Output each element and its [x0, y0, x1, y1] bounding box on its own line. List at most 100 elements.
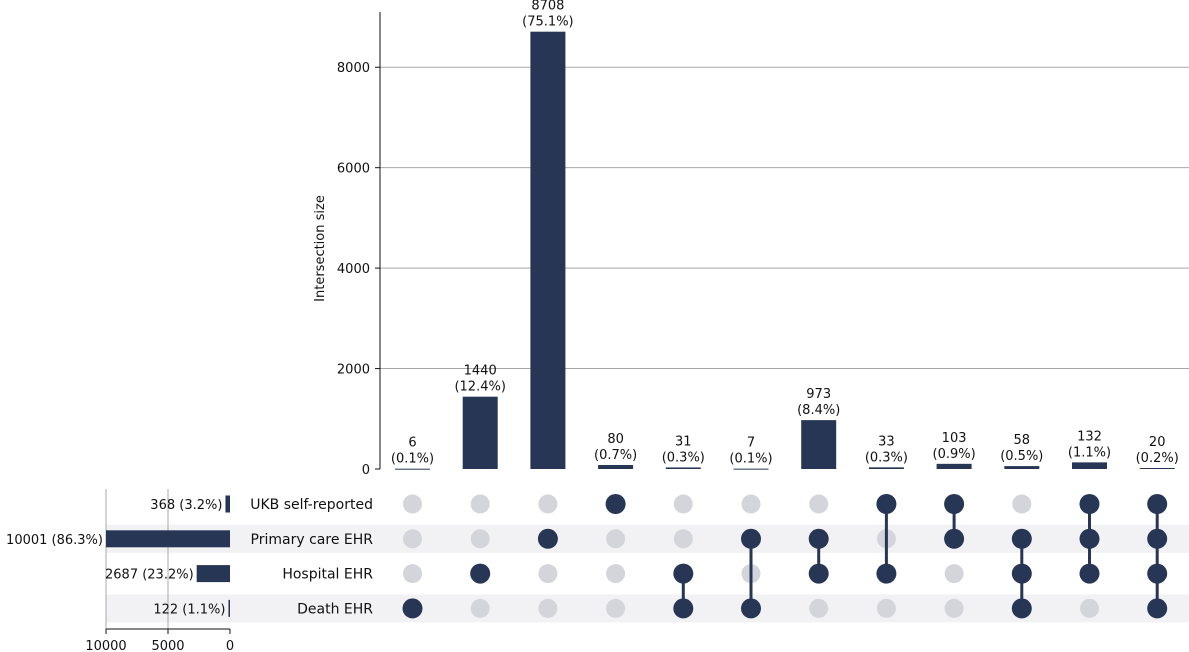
- set-size-label: 122 (1.1%): [153, 602, 225, 617]
- matrix-dot-inactive: [741, 494, 761, 514]
- matrix-dot-inactive: [470, 494, 490, 514]
- matrix-dot-inactive: [606, 598, 626, 618]
- intersection-bar: [530, 31, 566, 469]
- matrix-dot-inactive: [606, 529, 626, 549]
- intersection-y-ticks: 0 2000 4000 6000 8000: [337, 61, 380, 478]
- matrix-dot-active: [1147, 563, 1168, 584]
- intersection-percent-label: (75.1%): [522, 15, 573, 30]
- matrix-dot-active: [1011, 528, 1032, 549]
- intersection-bar: [1139, 467, 1175, 469]
- set-size-bar: [196, 565, 230, 583]
- set-size-tick-label: 0: [226, 639, 234, 652]
- matrix-dot-active: [673, 563, 694, 584]
- intersection-count-label: 132: [1077, 429, 1102, 444]
- intersection-percent-label: (8.4%): [797, 403, 840, 418]
- matrix-dot-active: [876, 563, 897, 584]
- intersection-count-label: 103: [942, 431, 967, 446]
- matrix-dot-inactive: [538, 564, 558, 584]
- intersection-percent-label: (0.3%): [865, 450, 908, 465]
- intersection-bar: [395, 468, 430, 470]
- intersection-count-label: 80: [607, 432, 624, 447]
- intersection-bar: [868, 467, 904, 469]
- matrix-dot-active: [605, 494, 626, 514]
- matrix-dot-inactive: [538, 494, 558, 514]
- y-tick-label: 8000: [337, 61, 370, 76]
- set-size-label: 2687 (23.2%): [105, 568, 194, 583]
- matrix-dot-active: [1147, 494, 1168, 514]
- matrix-dot-inactive: [403, 529, 422, 549]
- matrix-dot-active: [1011, 563, 1032, 584]
- matrix-dot-active: [876, 494, 897, 514]
- intersection-count-label: 1440: [464, 364, 497, 379]
- matrix-row-bands: [106, 524, 1189, 623]
- intersection-y-axis: 0 2000 4000 6000 8000 Intersection size: [313, 12, 381, 478]
- matrix-dot-active: [1079, 528, 1100, 549]
- matrix-dot-active: [1079, 494, 1100, 514]
- intersection-count-label: 7: [747, 436, 755, 451]
- y-tick-label: 0: [362, 463, 370, 478]
- matrix-dot-active: [1147, 598, 1168, 619]
- matrix-dot-active: [1011, 598, 1032, 619]
- matrix-dot-inactive: [606, 564, 626, 584]
- matrix-dot-inactive: [809, 598, 829, 618]
- matrix-dot-active: [741, 528, 761, 549]
- matrix-dot-active: [673, 598, 694, 619]
- matrix-dot-inactive: [403, 494, 422, 514]
- set-size-label: 368 (3.2%): [150, 498, 222, 513]
- intersection-bar: [1072, 462, 1107, 469]
- intersection-bar: [936, 463, 972, 469]
- intersection-count-label: 20: [1149, 435, 1166, 450]
- intersection-percent-label: (0.2%): [1136, 451, 1179, 466]
- intersection-percent-label: (12.4%): [454, 380, 505, 395]
- matrix-dot-inactive: [673, 494, 693, 514]
- set-size-bar: [225, 495, 230, 513]
- matrix-dot-inactive: [403, 564, 422, 584]
- intersection-percent-label: (0.5%): [1000, 449, 1043, 464]
- set-name-labels: UKB self-reported Primary care EHR Hospita…: [250, 497, 373, 617]
- set-size-label: 10001 (86.3%): [6, 533, 103, 548]
- set-size-bar: [105, 530, 230, 548]
- matrix-dot-inactive: [876, 598, 896, 618]
- matrix-dot-inactive: [470, 598, 490, 618]
- matrix-dot-active: [1147, 528, 1168, 549]
- intersection-count-label: 31: [675, 434, 692, 449]
- intersection-bar: [801, 420, 837, 469]
- matrix-dot-inactive: [470, 529, 490, 549]
- matrix-dot-active: [808, 528, 829, 549]
- set-name-label: Death EHR: [297, 601, 373, 617]
- matrix-dot-inactive: [1080, 598, 1099, 618]
- intersection-bar: [598, 464, 634, 469]
- intersection-percent-label: (0.3%): [662, 450, 705, 465]
- intersection-percent-label: (1.1%): [1068, 445, 1111, 460]
- intersection-y-label: Intersection size: [313, 195, 328, 302]
- matrix-dot-active: [537, 528, 558, 549]
- set-size-chart: 10000 5000 0 368 (3.2%) 10001 (86.3%) 2687 (2…: [6, 489, 234, 652]
- intersection-percent-label: (0.1%): [729, 452, 772, 467]
- intersection-count-label: 58: [1014, 433, 1031, 448]
- matrix-dot-active: [470, 563, 491, 584]
- intersection-bar: [462, 396, 498, 469]
- set-size-tick-label: 10000: [85, 639, 126, 652]
- matrix-row-band: [106, 524, 1189, 553]
- y-tick-label: 6000: [337, 162, 370, 177]
- intersection-count-label: 33: [878, 434, 895, 449]
- set-size-tick-label: 5000: [151, 639, 184, 652]
- intersection-bar-labels: 6(0.1%)1440(12.4%)8708(75.1%)80(0.7%)31(…: [391, 0, 1179, 467]
- matrix-dot-inactive: [944, 598, 964, 618]
- matrix-dot-inactive: [673, 529, 693, 549]
- matrix-row-band: [106, 594, 1189, 623]
- intersection-bars: [395, 31, 1175, 470]
- matrix-dot-active: [741, 598, 761, 619]
- matrix-dot-inactive: [944, 564, 964, 584]
- matrix-dot-active: [944, 528, 965, 549]
- matrix-dot-inactive: [809, 494, 829, 514]
- intersection-count-label: 6: [408, 436, 416, 451]
- intersection-count-label: 8708: [531, 0, 564, 14]
- membership-matrix: [402, 494, 1168, 619]
- intersection-bar: [1004, 466, 1040, 469]
- intersection-bar: [733, 468, 769, 470]
- set-name-label: Hospital EHR: [282, 567, 373, 583]
- intersection-percent-label: (0.7%): [594, 448, 637, 463]
- intersection-count-label: 973: [806, 387, 831, 402]
